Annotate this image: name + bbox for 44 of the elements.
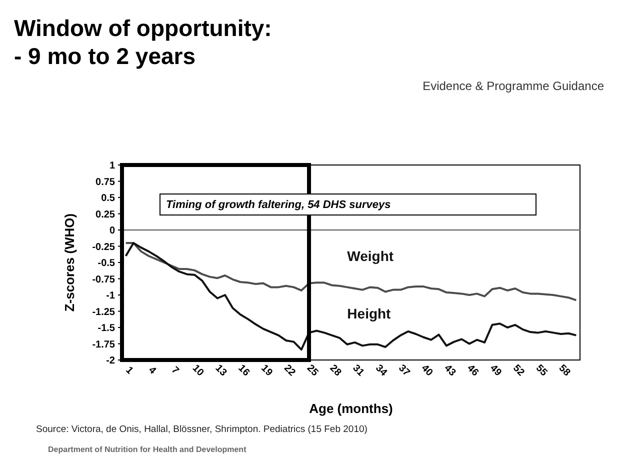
y-tick-label: 0.5 <box>101 193 116 204</box>
x-tick-label: 58 <box>556 362 572 379</box>
x-tick-label: 46 <box>464 362 481 379</box>
y-tick-label: -0.25 <box>92 242 116 253</box>
y-tick-label: -1.5 <box>98 323 116 334</box>
x-tick-label: 31 <box>350 362 366 379</box>
y-tick-label: 1 <box>109 160 116 172</box>
x-tick-label: 1 <box>123 364 136 377</box>
x-tick-label: 43 <box>442 362 458 379</box>
x-tick-label: 28 <box>327 362 344 379</box>
x-tick-label: 49 <box>488 362 504 379</box>
line-series <box>124 242 578 302</box>
x-tick-label: 16 <box>236 362 252 379</box>
chart-title: Window of opportunity: - 9 mo to 2 years <box>14 15 272 69</box>
text: Department of Nutrition for Health and Development <box>48 445 247 454</box>
x-tick-label: 25 <box>304 362 320 379</box>
x-tick-label: 22 <box>282 362 298 379</box>
series-label: Height <box>347 305 392 322</box>
chart-subtitle: Evidence & Programme Guidance <box>422 79 604 93</box>
x-tick-label: 4 <box>146 364 158 377</box>
annotation: Timing of growth faltering, 54 DHS surveys <box>166 198 391 211</box>
y-tick-label: 0.25 <box>96 209 116 220</box>
y-tick-label: -2 <box>106 356 116 366</box>
source-note: Source: Victora, de Onis, Hallal, Blössner, Shrimpton. Pediatrics (15 Feb 2010) <box>36 424 368 435</box>
series-label: Weight <box>347 248 394 264</box>
x-tick-label: 52 <box>510 362 527 379</box>
x-axis-title: Age (months) <box>309 401 393 416</box>
y-tick-label: -0.75 <box>92 274 116 286</box>
x-tick-label: 55 <box>533 362 550 379</box>
x-tick-label: 10 <box>190 362 206 379</box>
y-axis-title: Z-scores (WHO) <box>62 213 77 312</box>
y-tick-label: 0 <box>109 226 116 236</box>
x-tick-label: 7 <box>169 364 182 377</box>
y-tick-label: 0.75 <box>96 176 116 188</box>
x-tick-label: 19 <box>258 362 275 379</box>
x-tick-label: 37 <box>396 362 412 379</box>
x-tick-label: 13 <box>212 362 229 379</box>
line-series <box>124 242 578 351</box>
x-tick-label: 34 <box>373 362 390 379</box>
y-tick-label: -1 <box>106 290 116 302</box>
x-tick-label: 40 <box>418 362 435 379</box>
y-tick-label: -1.75 <box>92 339 116 350</box>
y-tick-label: -0.5 <box>98 258 116 269</box>
y-tick-label: -1.25 <box>92 306 116 318</box>
